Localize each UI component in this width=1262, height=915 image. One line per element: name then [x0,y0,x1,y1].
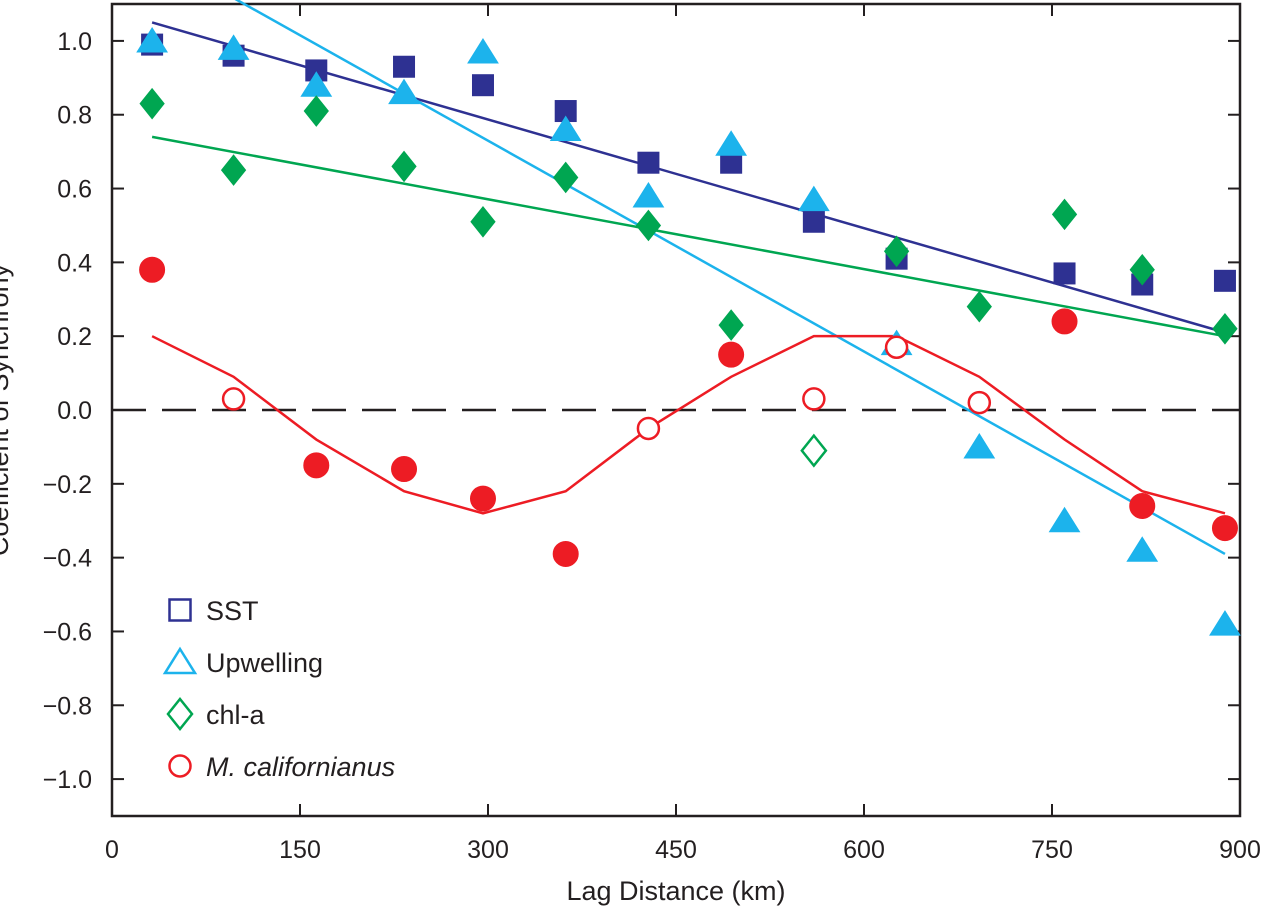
data-point-circle [636,416,661,441]
fit-line-triangle [234,0,1226,556]
x-tick-label: 750 [1031,836,1073,864]
data-point-circle [967,390,992,415]
data-point-triangle [963,432,996,459]
y-tick-label: −1.0 [43,766,92,794]
data-point-diamond [1212,312,1238,345]
y-tick-label: −0.8 [43,692,92,720]
y-axis-title: Coefficient of Synchrony [0,263,14,556]
data-point-circle [1129,492,1156,519]
legend-label: Upwelling [206,648,323,678]
data-point-triangle [217,34,250,60]
data-point-diamond [139,87,165,120]
x-tick-label: 300 [467,836,509,864]
data-point-triangle [388,78,420,105]
data-point-diamond [718,309,744,341]
data-point-triangle [1126,536,1159,562]
y-tick-label: 0.8 [57,102,92,130]
legend-marker-square [168,598,192,622]
data-point-diamond [553,161,579,194]
data-point-diamond [220,154,247,186]
data-point-diamond [883,235,910,268]
data-point-square [802,210,825,233]
y-tick-label: −0.2 [43,471,92,499]
x-tick-label: 150 [279,836,321,864]
data-point-diamond [303,95,329,127]
data-point-circle [139,256,166,283]
data-point-diamond [1051,198,1078,231]
trend-line-circle [151,334,1226,515]
legend-label: chl-a [206,700,266,730]
data-point-diamond [470,205,496,238]
data-point-triangle [632,181,665,208]
data-point-circle [552,540,579,567]
data-point-circle [718,341,745,368]
y-tick-label: 1.0 [57,28,92,56]
data-point-triangle [715,130,748,156]
data-point-triangle [797,185,830,212]
data-point-triangle [467,38,499,64]
fit-line-square [151,21,1226,334]
x-tick-label: 0 [105,836,119,864]
y-tick-label: 0.2 [57,323,92,351]
x-tick-label: 900 [1219,836,1261,864]
data-point-circle [884,335,909,360]
data-point-square [1053,262,1076,285]
data-point-diamond [1129,253,1155,286]
legend-marker-diamond [166,696,194,732]
data-point-diamond [966,290,992,323]
data-point-diamond [635,209,662,242]
data-point-triangle [136,26,169,53]
data-point-triangle [549,115,582,142]
data-point-circle [802,387,826,411]
data-point-triangle [1048,506,1081,533]
data-point-circle [469,485,496,512]
legend-label: M. californianus [206,752,395,782]
data-point-circle [303,452,330,479]
y-tick-label: 0.0 [57,397,92,425]
y-tick-label: 0.4 [57,249,92,277]
x-tick-label: 450 [655,836,697,864]
data-point-square [1213,269,1236,292]
data-point-diamond [800,433,828,468]
legend-label: SST [206,596,259,626]
data-point-circle [391,456,418,483]
legend-marker-circle [168,754,192,778]
data-point-circle [221,387,246,411]
y-tick-label: 0.6 [57,176,92,204]
legend-marker-triangle [162,646,198,675]
x-axis-title: Lag Distance (km) [566,876,785,906]
y-tick-label: −0.4 [43,545,92,573]
fit-line-diamond [151,135,1226,338]
data-point-triangle [1209,610,1241,636]
data-point-circle [1211,515,1238,542]
y-tick-label: −0.6 [43,618,92,646]
data-point-circle [1051,308,1078,335]
data-point-square [637,151,660,174]
x-tick-label: 600 [843,836,885,864]
data-point-square [393,55,416,78]
data-point-diamond [391,150,417,183]
data-point-square [471,74,494,97]
